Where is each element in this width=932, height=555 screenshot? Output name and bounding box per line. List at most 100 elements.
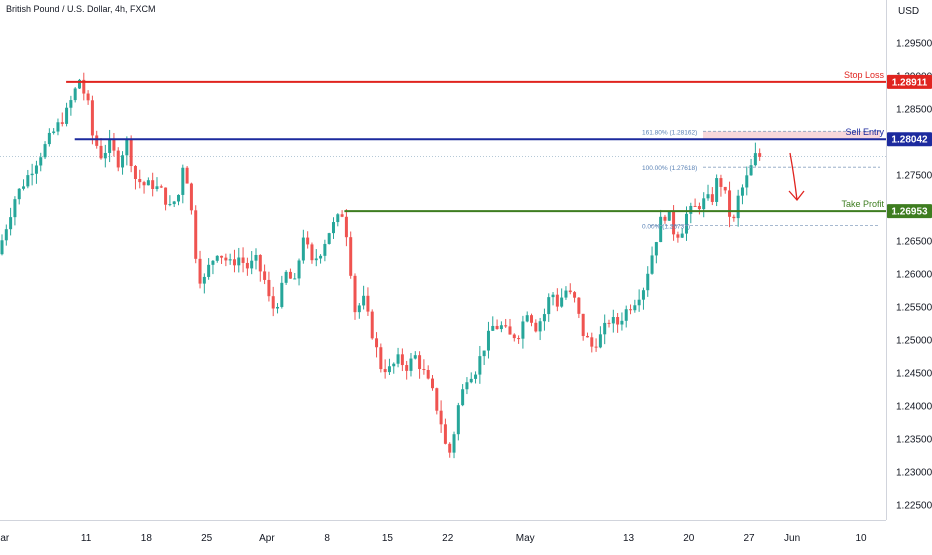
candle-body [22,186,26,189]
candle-body [198,258,202,284]
candle-body [689,205,693,214]
candle-body [164,187,168,205]
candle-body [616,317,620,325]
candle-body [676,234,680,238]
candle-body [581,313,585,336]
candle-body [125,139,129,156]
candle-body [387,366,391,373]
candle-body [310,244,314,261]
candle-body [116,150,120,168]
candle-body [667,211,671,221]
candle-body [603,322,607,335]
candle-body [383,369,387,373]
candle-body [646,273,650,291]
candle-body [598,334,602,348]
candle-body [362,295,366,306]
time-tick-label: Mar [0,533,10,544]
candle-body [624,309,628,321]
candle-body [73,88,77,101]
candle-body [168,204,172,206]
candle-body [745,175,749,188]
candle-body [344,216,348,238]
time-tick-label: Jun [784,533,800,544]
candle-body [573,292,577,298]
candle-body [370,311,374,339]
candle-body [650,255,654,274]
candle-body [142,182,146,186]
candle-body [452,434,456,453]
candle-body [715,178,719,202]
candle-body [95,135,99,146]
candle-body [331,222,335,234]
candle-body [202,276,206,284]
candle-body [461,389,465,406]
candle-body [672,211,676,235]
candle-body [753,153,757,166]
candle-body [486,330,490,351]
candle-body [65,107,69,124]
time-tick-label: 22 [442,533,454,544]
candle-body [607,322,611,324]
candle-body [443,424,447,444]
candle-body [103,152,107,159]
candle-body [211,260,215,265]
take-profit-price-tag [887,204,932,219]
candle-body [99,145,103,159]
time-tick-label: 10 [855,533,867,544]
candle-body [245,262,249,269]
candle-body [250,260,254,269]
candle-body [86,93,90,101]
candle-body [749,165,753,176]
candle-body [585,335,589,338]
candle-body [207,264,211,277]
candle-body [306,237,310,245]
candle-body [39,157,43,166]
candle-body [323,243,327,256]
time-tick-label: 15 [382,533,394,544]
candle-body [594,346,598,348]
candle-body [629,309,633,311]
candle-body [702,198,706,210]
candle-body [146,180,150,186]
candle-body [30,173,34,176]
candle-body [517,338,521,340]
candle-body [525,315,529,322]
price-tick-label: 1.25500 [896,303,932,314]
time-tick-label: 8 [324,533,330,544]
candle-body [547,297,551,315]
fib-zone-shade [703,131,880,140]
candle-body [340,214,344,217]
candle-body [159,186,163,188]
price-tick-label: 1.24500 [896,369,932,380]
candles [0,72,762,459]
candle-body [155,186,159,190]
time-tick-label: 13 [623,533,635,544]
candle-body [758,153,762,157]
candle-body [478,356,482,375]
candle-body [555,294,559,307]
candle-body [663,216,667,221]
candle-body [422,369,426,371]
candle-body [590,337,594,347]
candle-body [77,79,81,89]
candle-body [542,314,546,322]
candle-body [280,282,284,307]
price-tick-label: 1.26000 [896,270,932,281]
candle-body [577,297,581,314]
price-tick-label: 1.26500 [896,237,932,248]
candle-body [9,217,13,230]
price-tick-label: 1.28500 [896,105,932,116]
candle-body [633,305,637,311]
time-tick-label: May [516,533,535,544]
candle-body [241,257,245,263]
candle-body [710,194,714,202]
fib-level-label: 161.80% (1.28162) [642,129,697,136]
candle-body [181,167,185,195]
candle-body [736,195,740,219]
candle-body [620,320,624,325]
candle-body [336,214,340,223]
candle-body [418,355,422,370]
